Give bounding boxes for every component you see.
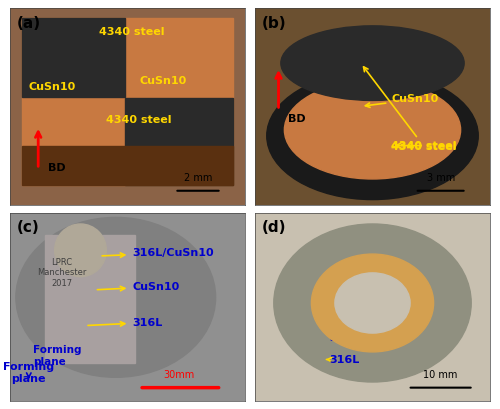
Text: CuSn10: CuSn10: [366, 94, 438, 108]
Ellipse shape: [284, 81, 461, 179]
Ellipse shape: [281, 26, 464, 101]
Text: (d): (d): [262, 220, 286, 235]
Bar: [125, 99, 233, 185]
Text: CuSn10: CuSn10: [98, 282, 180, 292]
Text: 2 mm: 2 mm: [184, 173, 212, 183]
Circle shape: [314, 256, 431, 350]
Circle shape: [335, 273, 410, 333]
Ellipse shape: [16, 217, 216, 377]
Text: BD: BD: [288, 114, 306, 124]
Ellipse shape: [267, 72, 478, 200]
Text: CuSn10: CuSn10: [344, 280, 392, 290]
Text: Forming
plane: Forming plane: [3, 362, 54, 384]
Bar: [22, 18, 125, 97]
Circle shape: [312, 254, 434, 352]
Text: (c): (c): [17, 220, 40, 235]
Text: 4340 steel: 4340 steel: [364, 67, 457, 151]
Text: 316L: 316L: [329, 333, 360, 343]
Text: Forming
plane: Forming plane: [34, 345, 82, 367]
Text: 3 mm: 3 mm: [426, 173, 455, 183]
Text: 4340 steel: 4340 steel: [100, 27, 165, 37]
Text: 316L/CuSn10: 316L/CuSn10: [102, 248, 214, 258]
Text: 10 mm: 10 mm: [424, 370, 458, 380]
Text: 4340 steel: 4340 steel: [106, 115, 172, 125]
Text: (a): (a): [17, 16, 41, 31]
Ellipse shape: [54, 224, 106, 276]
Bar: [22, 146, 233, 185]
Bar: [45, 235, 134, 363]
Text: CuSn10: CuSn10: [139, 76, 186, 86]
Text: 316L: 316L: [88, 317, 162, 328]
Text: (b): (b): [262, 16, 286, 31]
Bar: [22, 18, 233, 185]
Circle shape: [274, 224, 471, 382]
Text: CuSn10: CuSn10: [354, 270, 401, 299]
Text: 316L: 316L: [326, 355, 360, 365]
Text: BD: BD: [48, 163, 65, 173]
Text: LPRC
Manchester
2017: LPRC Manchester 2017: [37, 258, 86, 288]
Text: 30mm: 30mm: [164, 370, 195, 380]
Text: 4340 steel: 4340 steel: [392, 141, 457, 151]
Text: CuSn10: CuSn10: [28, 82, 76, 92]
